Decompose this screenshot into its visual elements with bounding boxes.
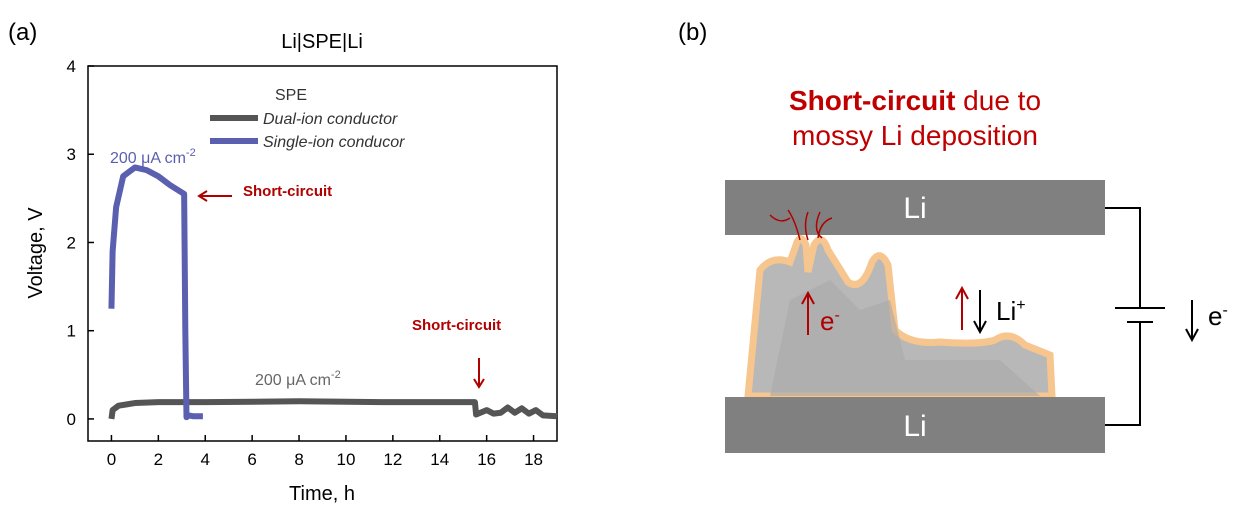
legend-label: Single-ion conducor xyxy=(263,134,405,151)
e: e xyxy=(820,306,834,336)
sup: - xyxy=(1222,302,1227,319)
title-rest: due to xyxy=(955,85,1041,116)
x-tick-label: 2 xyxy=(154,450,163,469)
sup: + xyxy=(1016,297,1025,314)
annotation-text: Short-circuit xyxy=(243,183,332,200)
plot-frame xyxy=(87,65,558,442)
annotation: Short-circuit xyxy=(412,317,501,334)
annotation-text: 200 μA cm xyxy=(255,372,331,389)
dendrite-sparks xyxy=(769,209,833,241)
y-tick-label: 1 xyxy=(67,322,76,341)
chart-title: Li|SPE|Li xyxy=(281,31,363,53)
electron-label: e- xyxy=(1208,301,1228,331)
x-tick-label: 12 xyxy=(383,450,402,469)
electrode-label: Li xyxy=(903,192,926,225)
x-tick-label: 18 xyxy=(524,450,543,469)
arrow xyxy=(801,290,815,335)
y-tick-label: 4 xyxy=(67,57,76,76)
x-tick-label: 10 xyxy=(336,450,355,469)
x-tick-label: 0 xyxy=(107,450,116,469)
arrow xyxy=(955,285,969,330)
electron-label: e- xyxy=(820,306,840,336)
y-tick-label: 2 xyxy=(67,233,76,252)
mossy-layer xyxy=(770,280,1040,396)
electrode-label: Li xyxy=(903,410,926,443)
annotation-sup: -2 xyxy=(331,369,341,381)
arrow xyxy=(1185,300,1199,343)
y-axis-label: Voltage, V xyxy=(25,207,47,299)
x-tick-label: 6 xyxy=(247,450,256,469)
diagram-title: mossy Li deposition xyxy=(792,120,1038,151)
circuit xyxy=(1105,207,1165,426)
annotation: 200 μA cm-2 xyxy=(110,147,196,167)
panel-label: (b) xyxy=(678,19,707,46)
y-tick-label: 3 xyxy=(67,145,76,164)
ion-label: Li+ xyxy=(996,296,1026,326)
y-tick-label: 0 xyxy=(67,410,76,429)
annotation-arrow xyxy=(473,358,485,389)
x-tick-label: 16 xyxy=(477,450,496,469)
x-tick-label: 8 xyxy=(294,450,303,469)
annotation-sup: -2 xyxy=(186,147,196,159)
annotation: Short-circuit xyxy=(243,183,332,200)
diagram-title: Short-circuit due to xyxy=(789,85,1041,116)
title-bold: Short-circuit xyxy=(789,85,955,116)
panel-label: (a) xyxy=(8,19,37,46)
sup: - xyxy=(834,307,839,324)
x-tick-label: 14 xyxy=(430,450,449,469)
data-line xyxy=(108,164,203,421)
arrow xyxy=(973,290,987,335)
electrode xyxy=(725,397,1105,453)
electrode xyxy=(725,180,1105,235)
data-line xyxy=(108,398,558,420)
li: Li xyxy=(996,296,1016,326)
legend-title: SPE xyxy=(275,87,307,104)
legend-label: Dual-ion conductor xyxy=(263,111,398,128)
e: e xyxy=(1208,301,1222,331)
x-axis-label: Time, h xyxy=(289,483,355,505)
x-tick-label: 4 xyxy=(201,450,210,469)
annotation-text: 200 μA cm xyxy=(110,150,186,167)
annotation-text: Short-circuit xyxy=(412,317,501,334)
annotation-arrow xyxy=(197,190,232,202)
annotation: 200 μA cm-2 xyxy=(255,369,341,389)
